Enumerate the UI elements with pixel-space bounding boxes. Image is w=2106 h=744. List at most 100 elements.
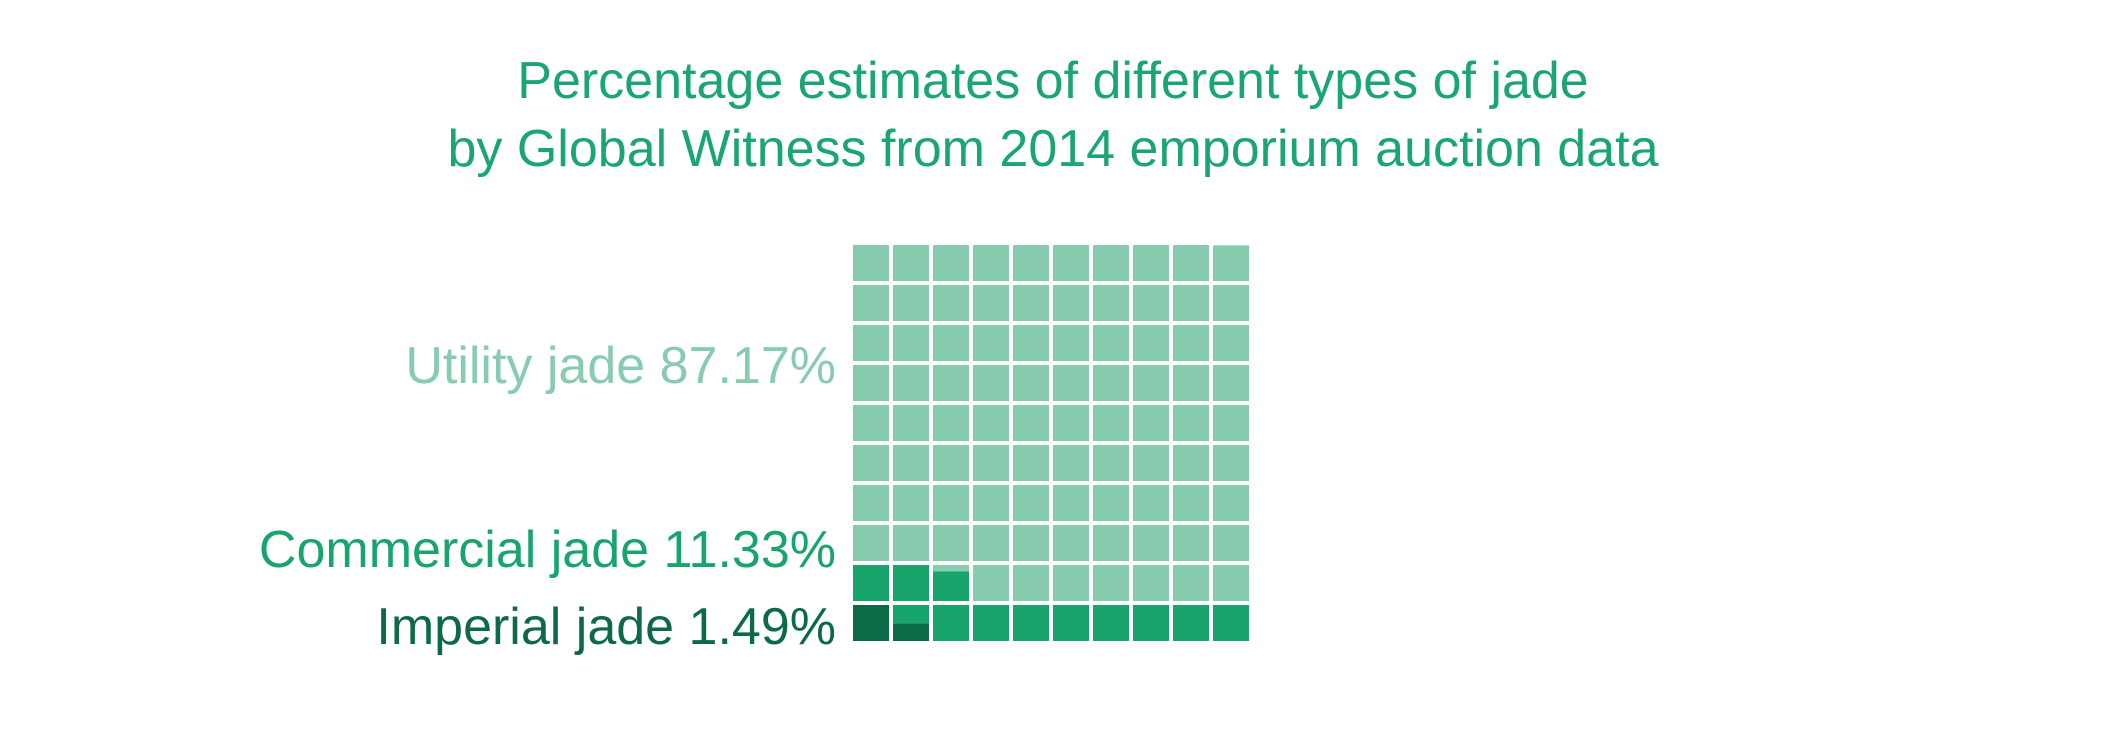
waffle-cell-utility-jade [933,525,969,561]
waffle-cell-utility-jade [853,525,889,561]
waffle-cell-utility-jade [1093,285,1129,321]
waffle-cell-utility-jade [1093,445,1129,481]
waffle-cell-commercial-jade [933,605,969,641]
waffle-cell-utility-jade [973,245,1009,281]
waffle-cell-utility-jade [893,365,929,401]
waffle-cell-imperial-jade [893,623,929,641]
chart-title-line-2: by Global Witness from 2014 emporium auc… [447,120,1659,178]
waffle-cell-commercial-jade [1173,605,1209,641]
waffle-cell-utility-jade [1013,485,1049,521]
waffle-cell-utility-jade [1053,405,1089,441]
waffle-cell-utility-jade [1053,285,1089,321]
waffle-cell-utility-jade [1213,245,1249,281]
waffle-cell-utility-jade [1213,565,1249,601]
waffle-cell-utility-jade [853,405,889,441]
waffle-cell-commercial-jade [973,605,1009,641]
legend-label-imperial-jade: Imperial jade 1.49% [376,598,836,656]
waffle-cell-utility-jade [853,485,889,521]
waffle-cell-utility-jade [1093,525,1129,561]
waffle-cell-utility-jade [1133,325,1169,361]
waffle-cell-utility-jade [1173,565,1209,601]
waffle-cell-utility-jade [933,365,969,401]
waffle-cell-utility-jade [933,285,969,321]
waffle-cell-utility-jade [1133,445,1169,481]
waffle-cell-utility-jade [1173,525,1209,561]
waffle-cell-utility-jade [1093,565,1129,601]
waffle-cell-utility-jade [933,405,969,441]
waffle-cell-utility-jade [973,285,1009,321]
chart-title-line-1: Percentage estimates of different types … [517,52,1589,110]
waffle-cell-utility-jade [933,245,969,281]
waffle-cell-utility-jade [1093,325,1129,361]
waffle-cell-commercial-jade [1053,605,1089,641]
waffle-cell-utility-jade [973,485,1009,521]
waffle-cell-commercial-jade [1133,605,1169,641]
waffle-cell-utility-jade [1053,565,1089,601]
legend-label-utility-jade: Utility jade 87.17% [405,337,836,395]
waffle-cell-utility-jade [893,525,929,561]
waffle-cell-utility-jade [853,285,889,321]
waffle-cell-utility-jade [1053,365,1089,401]
waffle-cell-utility-jade [1173,405,1209,441]
waffle-cell-utility-jade [893,285,929,321]
waffle-cell-utility-jade [1213,285,1249,321]
waffle-cell-utility-jade [1133,285,1169,321]
waffle-cell-utility-jade [1173,245,1209,281]
waffle-cell-utility-jade [1093,405,1129,441]
waffle-cell-utility-jade [1093,485,1129,521]
waffle-cell-utility-jade [1173,365,1209,401]
waffle-cell-utility-jade [1013,325,1049,361]
waffle-cell-utility-jade [1013,285,1049,321]
waffle-cell-utility-jade [893,485,929,521]
waffle-cell-utility-jade [933,325,969,361]
waffle-cell-utility-jade [1013,245,1049,281]
waffle-cell-utility-jade [933,445,969,481]
waffle-cell-commercial-jade [893,565,929,601]
waffle-cell-utility-jade [1173,285,1209,321]
waffle-cell-imperial-jade [853,605,889,641]
waffle-cell-utility-jade [1053,525,1089,561]
waffle-cell-utility-jade [893,445,929,481]
waffle-cell-utility-jade [1093,245,1129,281]
waffle-cell-commercial-jade [893,605,929,624]
waffle-cell-utility-jade [853,245,889,281]
waffle-cell-utility-jade [1013,565,1049,601]
waffle-cell-utility-jade [1053,445,1089,481]
waffle-cell-utility-jade [1093,365,1129,401]
waffle-cell-commercial-jade [1213,605,1249,641]
waffle-cell-utility-jade [1133,565,1169,601]
waffle-cell-utility-jade [1013,525,1049,561]
waffle-cell-utility-jade [1213,445,1249,481]
waffle-cell-utility-jade [973,325,1009,361]
waffle-cell-utility-jade [1053,245,1089,281]
waffle-cell-utility-jade [853,365,889,401]
waffle-cell-utility-jade [973,525,1009,561]
waffle-cell-utility-jade [1173,325,1209,361]
waffle-cell-utility-jade [893,405,929,441]
waffle-grid [853,245,1249,641]
waffle-cell-utility-jade [973,405,1009,441]
waffle-cell-utility-jade [853,445,889,481]
waffle-cell-utility-jade [1053,485,1089,521]
waffle-cell-utility-jade [1213,405,1249,441]
waffle-cell-utility-jade [1133,525,1169,561]
waffle-cell-utility-jade [1213,365,1249,401]
waffle-cell-utility-jade [1213,485,1249,521]
waffle-cell-utility-jade [893,245,929,281]
waffle-cell-commercial-jade [933,571,969,601]
waffle-cell-utility-jade [1213,325,1249,361]
waffle-cell-utility-jade [1013,405,1049,441]
waffle-cell-utility-jade [1133,365,1169,401]
waffle-cell-utility-jade [893,325,929,361]
waffle-cell-commercial-jade [1093,605,1129,641]
waffle-cell-utility-jade [1013,445,1049,481]
waffle-cell-utility-jade [1053,325,1089,361]
waffle-cell-commercial-jade [853,565,889,601]
waffle-cell-utility-jade [933,565,969,572]
waffle-cell-commercial-jade [1013,605,1049,641]
waffle-cell-utility-jade [1013,365,1049,401]
waffle-cell-utility-jade [1133,245,1169,281]
waffle-cell-utility-jade [853,325,889,361]
waffle-cell-utility-jade [1173,485,1209,521]
waffle-cell-utility-jade [933,485,969,521]
